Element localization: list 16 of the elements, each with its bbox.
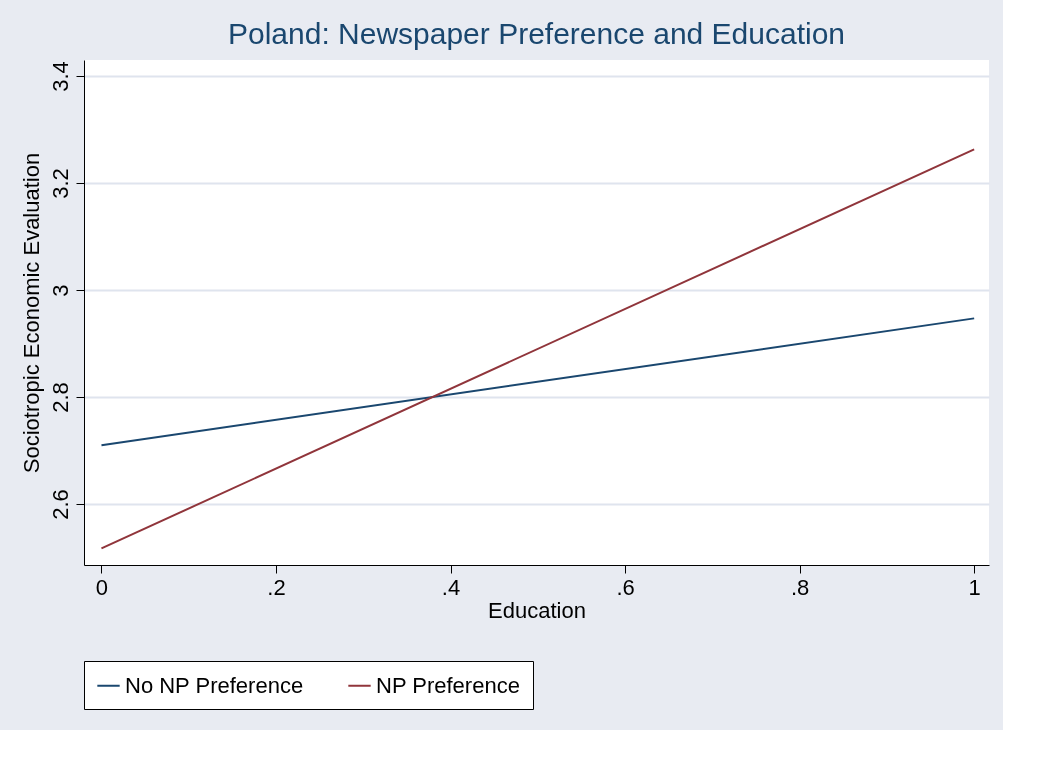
y-tick-label: 3.4	[47, 61, 73, 92]
y-tick-label: 2.6	[47, 489, 73, 520]
chart-title: Poland: Newspaper Preference and Education	[227, 17, 846, 50]
x-tick-label: .2	[267, 574, 286, 600]
legend-label: No NP Preference	[125, 672, 304, 698]
y-tick-label: 3	[47, 284, 73, 297]
x-tick-label: 1	[968, 574, 981, 600]
y-tick-label: 3.2	[47, 168, 73, 199]
y-tick-label: 2.8	[47, 382, 73, 413]
x-axis-title: Education	[488, 597, 586, 623]
x-tick-label: 0	[95, 574, 109, 600]
x-tick-label: .6	[616, 574, 635, 600]
y-axis-title: Sociotropic Economic Evaluation	[18, 152, 44, 474]
x-tick-label: .4	[441, 574, 461, 600]
x-tick-label: .8	[790, 574, 810, 600]
legend-label: NP Preference	[376, 672, 520, 698]
